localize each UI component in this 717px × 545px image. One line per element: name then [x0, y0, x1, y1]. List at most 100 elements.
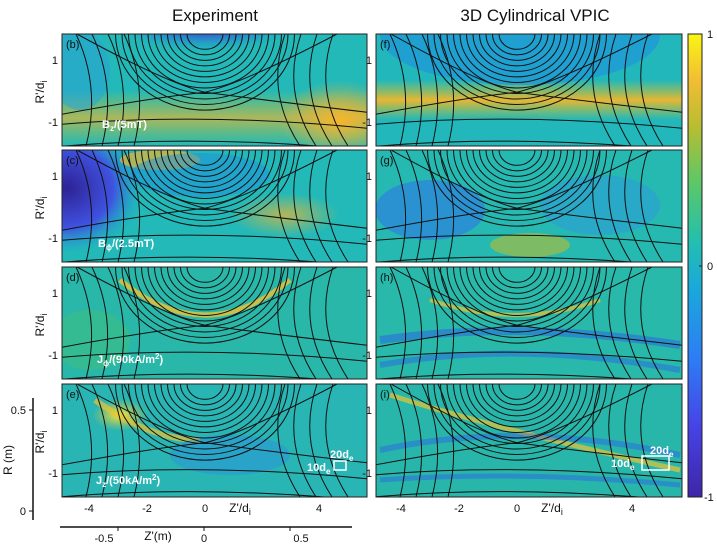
scale-bar-e: 20de 10de: [307, 449, 354, 476]
field-line-left: [421, 150, 439, 262]
field-line-arc: [167, 34, 243, 67]
field-line-left: [107, 34, 125, 146]
field-line-arc: [173, 150, 237, 177]
field-line-arc: [160, 34, 250, 72]
field-line-arc: [498, 34, 536, 50]
field-line-left: [123, 34, 141, 146]
r-axis: 0.5 0 R (m): [1, 398, 34, 520]
svg-text:10de: 10de: [307, 462, 331, 476]
zm-axis-label: Z'(m): [144, 529, 172, 543]
field-line-left: [75, 150, 93, 262]
field-line-left: [91, 384, 109, 497]
field-line-arc: [134, 267, 276, 327]
field-line-right: [293, 267, 317, 379]
field-line-arc: [492, 267, 542, 289]
field-line-arc: [180, 150, 230, 172]
field-line-arc: [186, 384, 224, 400]
panel-label-g: (g): [380, 155, 393, 167]
field-line-right: [309, 150, 333, 262]
panel-h: [376, 267, 682, 379]
field-line-left: [75, 267, 93, 379]
panel-f: [376, 34, 682, 146]
svg-text:20de: 20de: [650, 445, 674, 459]
field-line-arc: [472, 384, 562, 422]
field-line-lower: [376, 351, 682, 362]
field-line-arc: [154, 267, 256, 311]
ytick-c-m1: -1: [48, 233, 58, 245]
ytick-g-1: 1: [366, 171, 372, 183]
field-line-right: [277, 384, 301, 497]
field-line-separatrix: [376, 442, 682, 466]
field-line-arc: [134, 34, 276, 94]
scale-bar-i: 20de 10de: [611, 445, 674, 472]
field-line-arc: [121, 34, 289, 105]
field-line-separatrix: [376, 324, 682, 348]
field-line-arc: [446, 150, 588, 210]
field-line-arc: [115, 150, 295, 227]
svg-text:20de: 20de: [330, 449, 354, 463]
field-line-arc: [186, 267, 224, 283]
field-line-right: [277, 150, 301, 262]
field-line-arc: [466, 34, 568, 78]
field-line-arc: [492, 384, 542, 406]
ytick-d-1: 1: [52, 288, 58, 300]
field-line-arc: [147, 384, 263, 433]
field-line-arc: [459, 384, 575, 433]
field-line-left: [421, 34, 439, 146]
field-line-arc: [453, 34, 581, 89]
field-line-right: [640, 150, 664, 262]
field-line-lower: [62, 469, 367, 480]
field-line-lower: [62, 234, 367, 245]
field-line-left: [75, 384, 93, 497]
field-line-right: [592, 34, 616, 146]
field-line-right: [640, 267, 664, 379]
field-line-left: [107, 267, 125, 379]
panel-label-i: (i): [380, 389, 390, 401]
field-line-lower: [62, 256, 325, 262]
field-line-arc: [498, 384, 536, 400]
xtick-r-m2: -2: [454, 503, 464, 515]
field-line-right: [640, 384, 664, 497]
field-line-arc: [186, 34, 224, 50]
field-line-lower: [62, 491, 331, 497]
field-line-arc: [453, 384, 581, 439]
field-line-left: [91, 267, 109, 379]
quantity-label-b: Bz/(5mT): [102, 119, 147, 133]
field-line-left: [107, 150, 125, 262]
field-line-arc: [427, 267, 607, 344]
field-line-lower: [62, 140, 325, 146]
field-line-arc: [427, 150, 607, 227]
field-line-arc: [167, 384, 243, 417]
field-line-arc: [498, 267, 536, 283]
field-line-arc: [173, 267, 237, 294]
colorbar-max: 1: [707, 29, 713, 41]
field-line-left: [437, 267, 455, 379]
field-line-right: [309, 384, 333, 497]
field-line-arc: [492, 150, 542, 172]
field-line-left: [123, 150, 141, 262]
colorbar-mid: 0: [707, 261, 713, 273]
field-line-arc: [433, 34, 601, 105]
field-line-arc: [180, 34, 230, 56]
panel-b: [62, 34, 367, 146]
field-line-arc: [115, 384, 295, 461]
field-line-left: [421, 384, 439, 497]
field-line-right: [624, 34, 648, 146]
field-line-arc: [180, 384, 230, 406]
field-line-arc: [141, 150, 269, 205]
field-line-lower: [62, 351, 367, 362]
field-line-right: [325, 267, 349, 379]
field-line-left: [437, 150, 455, 262]
field-line-lower: [376, 491, 645, 497]
field-line-arc: [128, 150, 282, 216]
field-line-arc: [128, 267, 282, 333]
ytick-b-m1: -1: [48, 117, 58, 129]
rtick-0: 0: [20, 506, 26, 518]
ytick-e-m1: -1: [48, 468, 58, 480]
field-line-arc: [115, 267, 295, 344]
field-line-right: [325, 150, 349, 262]
ytick-e-1: 1: [52, 405, 58, 417]
field-line-arc: [479, 384, 555, 417]
field-line-arc: [446, 267, 588, 327]
ytick-f-1: 1: [366, 55, 372, 67]
